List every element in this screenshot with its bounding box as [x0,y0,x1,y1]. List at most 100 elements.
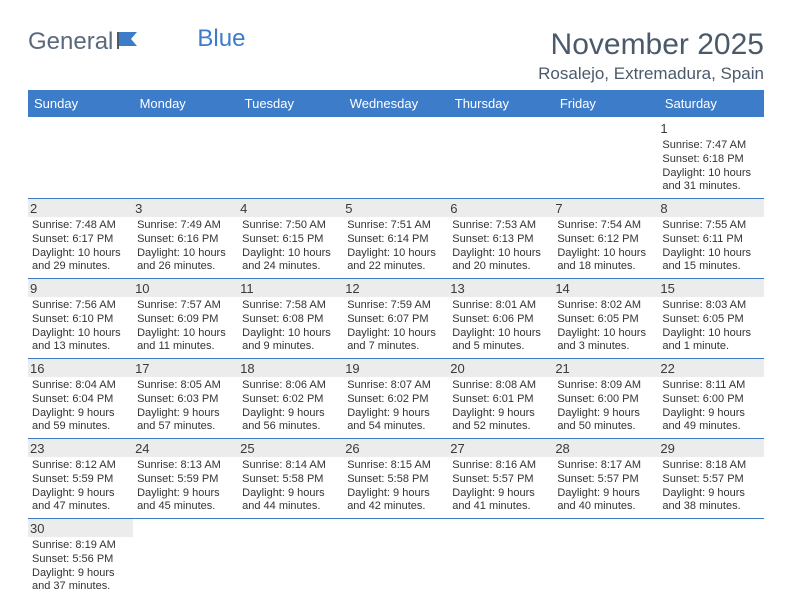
day-number: 27 [448,439,553,457]
day-cell: 3 Sunrise: 7:49 AMSunset: 6:16 PMDaylight… [133,199,238,279]
day-header: Wednesday [343,90,448,117]
day-cell [448,519,553,599]
day-cell [28,117,133,199]
day-number: 13 [448,279,553,297]
day-cell: 15Sunrise: 8:03 AMSunset: 6:05 PMDayligh… [658,279,763,359]
logo: General Blue [28,28,245,56]
day-info: Sunrise: 8:14 AMSunset: 5:58 PMDaylight:… [242,459,339,514]
day-cell [133,117,238,199]
day-number: 19 [343,359,448,377]
day-cell: 22 Sunrise: 8:11 AMSunset: 6:00 PMDayligh… [658,359,763,439]
day-info: Sunrise: 7:58 AMSunset: 6:08 PMDaylight:… [242,299,339,354]
calendar-head: SundayMondayTuesdayWednesdayThursdayFrid… [28,90,764,117]
day-cell [238,117,343,199]
day-info: Sunrise: 7:55 AMSunset: 6:11 PMDaylight:… [662,219,759,274]
day-header: Thursday [448,90,553,117]
week-row: 23 Sunrise: 8:12 AMSunset: 5:59 PMDayligh… [28,439,764,519]
day-info: Sunrise: 7:53 AMSunset: 6:13 PMDaylight:… [452,219,549,274]
day-info: Sunrise: 8:15 AMSunset: 5:58 PMDaylight:… [347,459,444,514]
day-info: Sunrise: 8:18 AMSunset: 5:57 PMDaylight:… [662,459,759,514]
day-cell: 1Sunrise: 7:47 AMSunset: 6:18 PMDaylight… [658,117,763,199]
day-info: Sunrise: 8:17 AMSunset: 5:57 PMDaylight:… [557,459,654,514]
day-number: 21 [553,359,658,377]
day-info: Sunrise: 8:02 AMSunset: 6:05 PMDaylight:… [557,299,654,354]
day-number: 14 [553,279,658,297]
header: General Blue November 2025 Rosalejo, Ext… [28,28,764,84]
day-cell: 25 Sunrise: 8:14 AMSunset: 5:58 PMDayligh… [238,439,343,519]
day-number: 29 [658,439,763,457]
day-header: Monday [133,90,238,117]
day-info: Sunrise: 7:59 AMSunset: 6:07 PMDaylight:… [347,299,444,354]
day-number: 4 [238,199,343,217]
day-info: Sunrise: 7:51 AMSunset: 6:14 PMDaylight:… [347,219,444,274]
day-number: 28 [553,439,658,457]
week-row: 1Sunrise: 7:47 AMSunset: 6:18 PMDaylight… [28,117,764,199]
day-cell [448,117,553,199]
day-number: 6 [448,199,553,217]
day-cell [658,519,763,599]
day-info: Sunrise: 8:11 AMSunset: 6:00 PMDaylight:… [662,379,759,434]
day-number: 16 [28,359,133,377]
day-number: 3 [133,199,238,217]
day-info: Sunrise: 8:13 AMSunset: 5:59 PMDaylight:… [137,459,234,514]
week-row: 16 Sunrise: 8:04 AMSunset: 6:04 PMDayligh… [28,359,764,439]
day-number: 10 [133,279,238,297]
day-header: Tuesday [238,90,343,117]
day-info: Sunrise: 7:49 AMSunset: 6:16 PMDaylight:… [137,219,234,274]
day-cell: 11Sunrise: 7:58 AMSunset: 6:08 PMDayligh… [238,279,343,359]
day-number: 7 [553,199,658,217]
week-row: 9 Sunrise: 7:56 AMSunset: 6:10 PMDaylight… [28,279,764,359]
day-cell: 26 Sunrise: 8:15 AMSunset: 5:58 PMDayligh… [343,439,448,519]
day-info: Sunrise: 7:54 AMSunset: 6:12 PMDaylight:… [557,219,654,274]
logo-flag-icon [117,28,145,56]
day-cell [343,519,448,599]
day-number: 26 [343,439,448,457]
day-info: Sunrise: 8:04 AMSunset: 6:04 PMDaylight:… [32,379,129,434]
day-number: 2 [28,199,133,217]
day-cell: 17 Sunrise: 8:05 AMSunset: 6:03 PMDayligh… [133,359,238,439]
day-number: 20 [448,359,553,377]
day-cell: 7 Sunrise: 7:54 AMSunset: 6:12 PMDaylight… [553,199,658,279]
logo-text-blue: Blue [197,25,245,53]
month-title: November 2025 [538,28,764,62]
calendar-body: 1Sunrise: 7:47 AMSunset: 6:18 PMDaylight… [28,117,764,598]
day-info: Sunrise: 7:56 AMSunset: 6:10 PMDaylight:… [32,299,129,354]
day-info: Sunrise: 7:48 AMSunset: 6:17 PMDaylight:… [32,219,129,274]
day-cell: 8Sunrise: 7:55 AMSunset: 6:11 PMDaylight… [658,199,763,279]
day-number: 17 [133,359,238,377]
day-cell [553,519,658,599]
day-number: 22 [658,359,763,377]
day-cell: 12 Sunrise: 7:59 AMSunset: 6:07 PMDayligh… [343,279,448,359]
day-info: Sunrise: 7:47 AMSunset: 6:18 PMDaylight:… [662,139,759,194]
day-number: 5 [343,199,448,217]
day-info: Sunrise: 8:05 AMSunset: 6:03 PMDaylight:… [137,379,234,434]
day-info: Sunrise: 8:06 AMSunset: 6:02 PMDaylight:… [242,379,339,434]
day-cell: 9 Sunrise: 7:56 AMSunset: 6:10 PMDaylight… [28,279,133,359]
day-cell: 13 Sunrise: 8:01 AMSunset: 6:06 PMDayligh… [448,279,553,359]
day-cell: 4Sunrise: 7:50 AMSunset: 6:15 PMDaylight… [238,199,343,279]
week-row: 2 Sunrise: 7:48 AMSunset: 6:17 PMDaylight… [28,199,764,279]
day-cell [553,117,658,199]
day-number: 18 [238,359,343,377]
day-number: 1 [658,117,763,137]
day-cell: 16 Sunrise: 8:04 AMSunset: 6:04 PMDayligh… [28,359,133,439]
day-cell: 14 Sunrise: 8:02 AMSunset: 6:05 PMDayligh… [553,279,658,359]
day-number: 9 [28,279,133,297]
day-number: 23 [28,439,133,457]
day-cell: 24 Sunrise: 8:13 AMSunset: 5:59 PMDayligh… [133,439,238,519]
day-number: 25 [238,439,343,457]
day-number: 24 [133,439,238,457]
day-cell: 29 Sunrise: 8:18 AMSunset: 5:57 PMDayligh… [658,439,763,519]
title-block: November 2025 Rosalejo, Extremadura, Spa… [538,28,764,84]
location: Rosalejo, Extremadura, Spain [538,64,764,84]
day-number: 12 [343,279,448,297]
day-info: Sunrise: 8:08 AMSunset: 6:01 PMDaylight:… [452,379,549,434]
day-cell [238,519,343,599]
day-cell: 2 Sunrise: 7:48 AMSunset: 6:17 PMDaylight… [28,199,133,279]
day-info: Sunrise: 8:16 AMSunset: 5:57 PMDaylight:… [452,459,549,514]
day-info: Sunrise: 8:12 AMSunset: 5:59 PMDaylight:… [32,459,129,514]
calendar-table: SundayMondayTuesdayWednesdayThursdayFrid… [28,90,764,598]
day-cell [133,519,238,599]
day-info: Sunrise: 8:01 AMSunset: 6:06 PMDaylight:… [452,299,549,354]
day-cell: 10Sunrise: 7:57 AMSunset: 6:09 PMDayligh… [133,279,238,359]
